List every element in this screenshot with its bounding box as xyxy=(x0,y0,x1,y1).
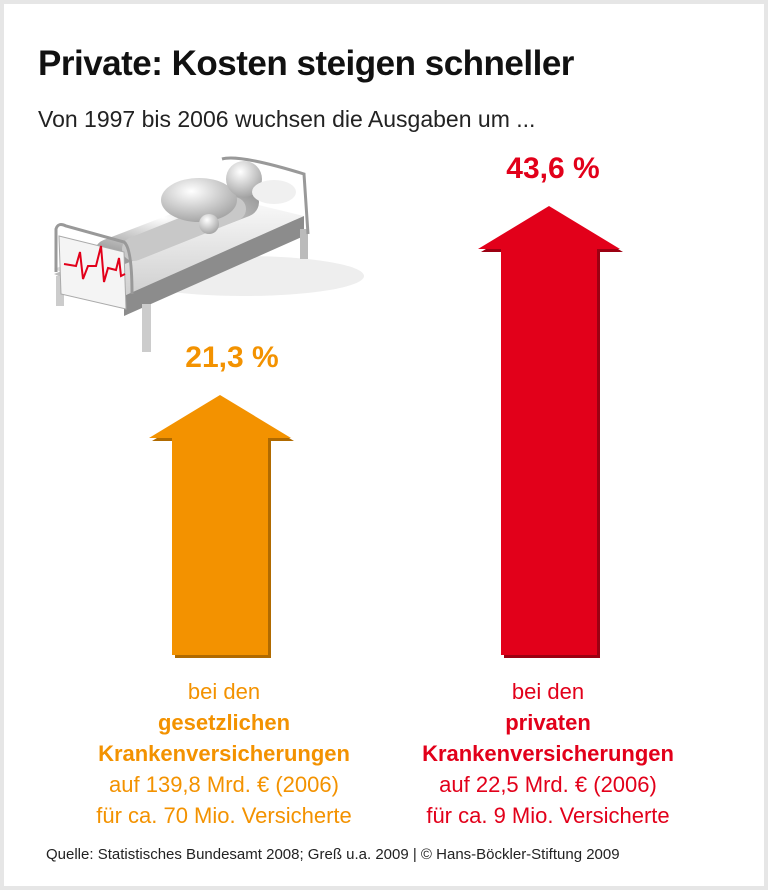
caption-line: für ca. 9 Mio. Versicherte xyxy=(426,803,670,828)
caption-line: auf 22,5 Mrd. € (2006) xyxy=(439,772,657,797)
caption-bold: Krankenversicherungen xyxy=(422,741,674,766)
arrow-chart xyxy=(54,156,623,659)
infographic: Private: Kosten steigen schneller Von 19… xyxy=(4,4,764,886)
caption-line: für ca. 70 Mio. Versicherte xyxy=(96,803,352,828)
caption-bold: Krankenversicherungen xyxy=(98,741,350,766)
arrow-privat xyxy=(478,205,620,656)
caption-bold: gesetzlichen xyxy=(157,710,291,735)
ecg-chart-icon xyxy=(58,235,127,310)
caption-line: bei den xyxy=(511,679,585,704)
data-label-gesetzlich: 21,3 % xyxy=(185,340,279,374)
arrow-gesetzlich xyxy=(149,394,291,655)
chart-title: Private: Kosten steigen schneller xyxy=(38,44,574,83)
caption-bold: privaten xyxy=(505,710,591,735)
caption-privat: bei den privaten Krankenversicherungen a… xyxy=(378,676,718,831)
chart-subtitle: Von 1997 bis 2006 wuchsen die Ausgaben u… xyxy=(38,106,536,132)
caption-line: auf 139,8 Mrd. € (2006) xyxy=(109,772,339,797)
source-note: Quelle: Statistisches Bundesamt 2008; Gr… xyxy=(46,846,620,863)
data-label-privat: 43,6 % xyxy=(506,151,600,185)
caption-line: bei den xyxy=(187,679,261,704)
caption-gesetzlich: bei den gesetzlichen Krankenversicherung… xyxy=(54,676,394,831)
hospital-bed-illustration xyxy=(54,156,364,352)
